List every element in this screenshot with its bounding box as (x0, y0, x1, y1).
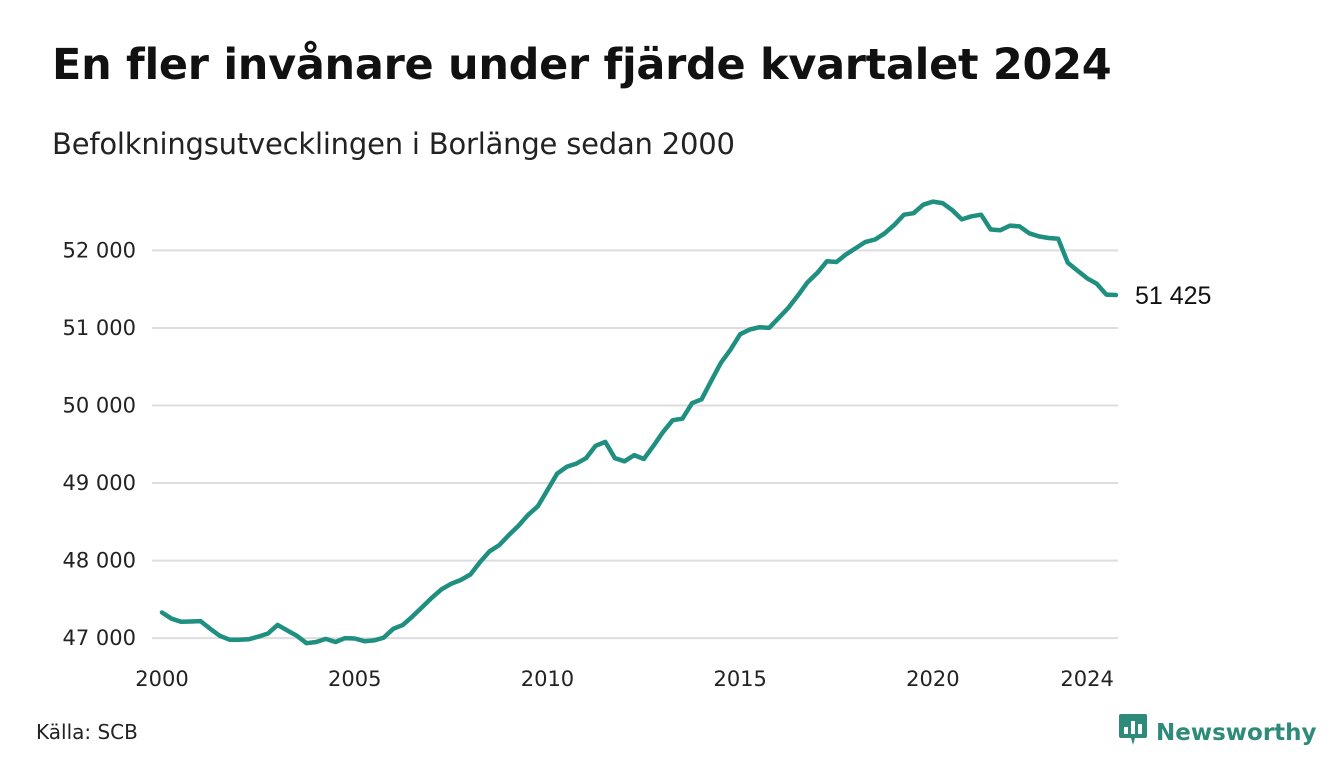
x-axis-ticks: 2000 2005 2010 2015 2020 2024 (135, 667, 1114, 691)
page-subtitle: Befolkningsutvecklingen i Borlänge sedan… (52, 127, 735, 161)
x-tick-label: 2010 (521, 667, 574, 691)
source-note: Källa: SCB (36, 720, 138, 744)
y-tick-label: 48 000 (63, 549, 136, 573)
y-tick-label: 50 000 (63, 393, 136, 417)
brand-name: Newsworthy (1156, 719, 1317, 746)
y-tick-label: 52 000 (63, 238, 136, 262)
x-tick-label: 2000 (135, 667, 188, 691)
y-tick-label: 49 000 (63, 471, 136, 495)
x-tick-label: 2024 (1060, 667, 1113, 691)
x-tick-label: 2020 (906, 667, 959, 691)
x-tick-label: 2015 (713, 667, 766, 691)
newsworthy-logo-icon (1118, 712, 1148, 753)
series-group (159, 199, 1119, 646)
y-axis-ticks: 47 000 48 000 49 000 50 000 51 000 52 000 (63, 238, 136, 650)
brand[interactable]: Newsworthy (1118, 712, 1317, 753)
page-title: En fler invånare under fjärde kvartalet … (52, 40, 1112, 90)
y-tick-label: 51 000 (63, 316, 136, 340)
gridlines (152, 249, 1118, 640)
end-value-label: 51 425 (1135, 282, 1211, 310)
y-tick-label: 47 000 (63, 626, 136, 650)
x-tick-label: 2005 (328, 667, 381, 691)
series-line-0 (159, 199, 1119, 646)
